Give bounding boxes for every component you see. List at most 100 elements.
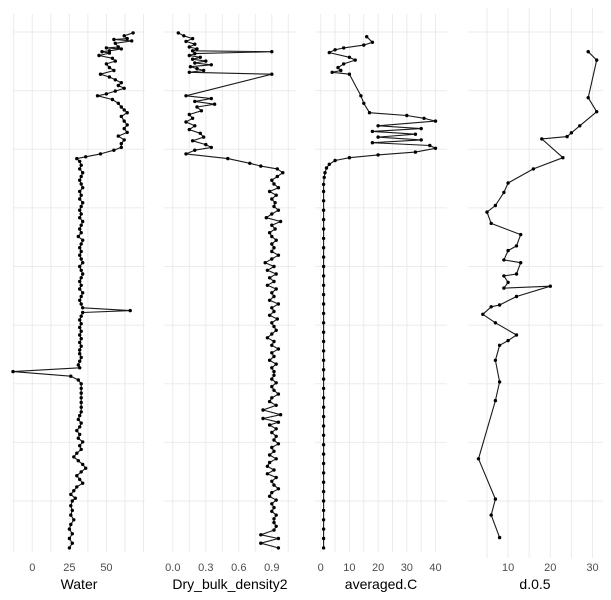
dry-bulk-density2-data-point-85 [274, 328, 278, 332]
d-0-5-data-point-0 [586, 50, 590, 54]
averaged-c-data-point-10 [339, 68, 343, 73]
averaged-c-data-point-43 [321, 246, 326, 250]
water-data-point-62 [79, 223, 83, 227]
water-data-point-45 [78, 159, 82, 164]
dry-bulk-density2-data-point-6 [195, 47, 199, 51]
dry-bulk-density2-data-point-118 [267, 453, 272, 457]
dry-bulk-density2-data-point-38 [184, 152, 188, 156]
d-0-5-data-point-25 [514, 294, 519, 299]
dry-bulk-density2-data-point-129 [267, 494, 272, 498]
dry-bulk-density2-data-point-10 [187, 53, 191, 58]
water-data-point-104 [76, 378, 81, 382]
dry-bulk-density2-data-point-140 [276, 536, 281, 541]
dry-bulk-density2-data-point-50 [270, 197, 274, 201]
averaged-c-data-point-27 [433, 146, 438, 150]
d-0-5-data-point-11 [502, 190, 506, 195]
water-data-point-42 [98, 152, 103, 156]
water-data-point-77 [78, 279, 82, 284]
water-x-tick-label-1: 25 [63, 562, 75, 574]
averaged-c-data-point-49 [321, 302, 326, 306]
averaged-c-data-point-12 [347, 72, 352, 76]
dry-bulk-density2-data-point-97 [272, 373, 276, 377]
water-data-point-100 [76, 363, 81, 367]
dry-bulk-density2-data-point-25 [195, 105, 199, 109]
dry-bulk-density2-data-point-66 [270, 257, 274, 261]
water-data-point-68 [78, 246, 82, 250]
d-0-5-data-point-5 [569, 131, 574, 135]
dry-bulk-density2-data-point-46 [272, 182, 276, 186]
dry-bulk-density2-data-point-130 [274, 498, 278, 502]
dry-bulk-density2-data-point-115 [276, 442, 281, 446]
averaged-c-data-point-70 [321, 499, 326, 503]
dry-bulk-density2-data-point-124 [274, 475, 278, 480]
averaged-c-data-point-45 [321, 264, 326, 269]
water-data-point-82 [78, 298, 82, 302]
dry-bulk-density2-data-point-4 [193, 42, 197, 46]
dry-bulk-density2-data-point-117 [272, 449, 276, 453]
dry-bulk-density2-x-tick-label-2: 0.6 [231, 562, 246, 574]
averaged-c-data-point-69 [321, 489, 326, 494]
dry-bulk-density2-data-point-122 [272, 468, 276, 472]
water-data-point-51 [79, 182, 83, 186]
averaged-c-data-point-26 [428, 143, 432, 148]
dry-bulk-density2-data-point-79 [270, 306, 274, 310]
d-0-5-data-point-28 [481, 312, 485, 316]
water-data-point-128 [75, 474, 79, 478]
averaged-c-data-point-44 [321, 255, 326, 259]
dry-bulk-density2-data-point-51 [273, 201, 277, 205]
dry-bulk-density2-data-point-103 [270, 396, 274, 400]
dry-bulk-density2-data-point-104 [267, 399, 272, 404]
dry-bulk-density2-data-point-71 [267, 276, 272, 280]
d-0-5-data-point-4 [578, 124, 582, 128]
d-0-5-data-point-22 [506, 280, 510, 285]
dry-bulk-density2-data-point-75 [270, 291, 274, 295]
water-x-tick-label-0: 0 [29, 562, 35, 574]
averaged-c-data-point-39 [321, 208, 326, 212]
d-0-5-data-point-2 [586, 96, 590, 100]
d-0-5-data-point-35 [493, 398, 498, 403]
water-data-point-85 [128, 308, 132, 313]
dry-bulk-density2-data-point-43 [281, 171, 285, 175]
water-data-point-46 [79, 163, 83, 167]
dry-bulk-density2-data-point-121 [265, 464, 270, 468]
dry-bulk-density2-data-point-19 [187, 70, 191, 75]
dry-bulk-density2-data-point-69 [265, 268, 270, 272]
water-data-point-69 [79, 249, 83, 254]
d-0-5-data-point-26 [497, 303, 502, 307]
water-data-point-122 [75, 451, 79, 455]
water-data-point-74 [79, 268, 83, 272]
water-data-point-4 [130, 39, 134, 43]
water-data-point-32 [119, 114, 124, 119]
averaged-c-data-point-46 [321, 274, 326, 278]
water-data-point-94 [78, 340, 82, 345]
dry-bulk-density2-data-point-98 [270, 377, 274, 381]
water-data-point-136 [69, 504, 73, 508]
water-data-point-83 [79, 302, 83, 306]
water-data-point-14 [113, 59, 118, 63]
dry-bulk-density2-data-point-47 [276, 186, 281, 190]
d-0-5-data-point-8 [561, 156, 565, 160]
dry-bulk-density2-data-point-76 [272, 294, 276, 299]
dry-bulk-density2-data-point-56 [278, 219, 283, 224]
water-data-point-137 [70, 508, 75, 513]
dry-bulk-density2-data-point-37 [193, 148, 197, 152]
d-0-5-data-point-7 [540, 137, 544, 141]
water-data-point-22 [116, 83, 121, 88]
water-data-point-132 [72, 489, 76, 493]
water-data-point-70 [78, 253, 82, 257]
averaged-c-data-point-25 [370, 141, 375, 145]
averaged-c-data-point-54 [321, 349, 326, 353]
averaged-c-series-line-0 [323, 36, 437, 548]
dry-bulk-density2-data-point-44 [275, 174, 279, 179]
dry-bulk-density2-data-point-128 [270, 490, 274, 495]
averaged-c-data-point-66 [321, 461, 326, 466]
d-0-5-data-point-32 [497, 343, 502, 347]
dry-bulk-density2-data-point-45 [270, 178, 274, 182]
dry-bulk-density2-data-point-40 [248, 161, 252, 165]
averaged-c-data-point-14 [362, 101, 366, 106]
water-data-point-53 [78, 189, 82, 194]
averaged-c-data-point-33 [324, 166, 329, 170]
water-data-point-130 [81, 481, 85, 485]
water-data-point-133 [69, 492, 73, 497]
